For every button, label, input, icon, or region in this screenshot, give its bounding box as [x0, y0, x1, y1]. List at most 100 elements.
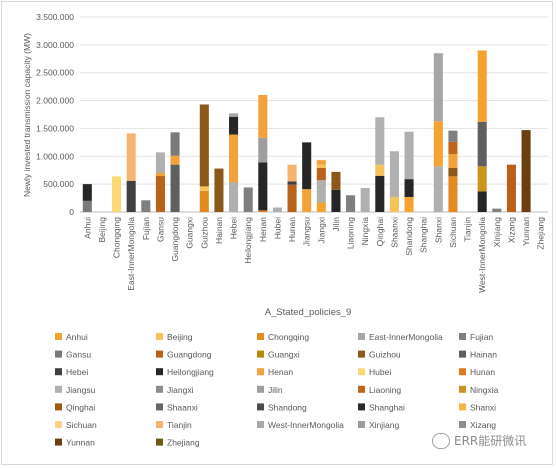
y-tick-label: 3.000.000 [36, 40, 74, 50]
legend-swatch [459, 403, 466, 411]
bar-segment [492, 208, 502, 212]
bar-segment [316, 160, 326, 165]
bar-segment [287, 181, 297, 185]
x-axis-ticks: Anhui Beijing Chongqing East-InnerMongolia F… [82, 217, 545, 293]
legend-swatch [55, 403, 62, 411]
legend-swatch [55, 333, 62, 340]
x-tick-label: Shanghai [419, 217, 429, 253]
bar-segment [346, 195, 356, 212]
y-tick-label: 3.500.000 [36, 12, 74, 22]
bar-segment [302, 189, 312, 212]
legend-swatch [156, 350, 163, 358]
legend-label: Qinghai [66, 402, 95, 412]
bar-segment [170, 164, 180, 212]
wechat-icon [432, 432, 450, 449]
x-tick-label: Heilongjiang [243, 217, 253, 264]
bar-segment [316, 202, 326, 212]
bar-segment [375, 117, 385, 165]
x-tick-label: Shaanxi [389, 217, 399, 248]
legend-label: Guangdong [167, 350, 212, 360]
bar-segment [287, 164, 297, 182]
legend-swatch [156, 333, 163, 340]
y-axis-ticks: 0 500.000 1.000.000 1.500.000 2.000.000 2.500… [36, 12, 74, 217]
x-tick-label: Hebei [229, 217, 239, 239]
legend-swatch [358, 385, 365, 393]
legend-label: Guangxi [268, 350, 300, 360]
legend-swatch [358, 350, 365, 358]
bar-segment [477, 50, 487, 122]
x-tick-label: Jiangsu [302, 217, 312, 247]
bar-segment [331, 171, 341, 190]
y-tick-label: 1.500.000 [36, 123, 74, 133]
y-tick-label: 2.000.000 [36, 96, 74, 106]
x-tick-label: Hubei [272, 217, 282, 239]
legend-label: Hubei [369, 367, 391, 377]
legend-label: East-InnerMongolia [369, 332, 443, 342]
bar-segment [316, 164, 326, 168]
legend-swatch [55, 368, 62, 376]
x-tick-label: Xizang [506, 217, 516, 243]
legend-label: Fujian [470, 332, 493, 342]
legend-label: Sichuan [66, 420, 97, 430]
x-tick-label: Guizhou [199, 217, 209, 249]
bar-segment [199, 190, 209, 212]
legend-swatch [156, 403, 163, 411]
legend-label: Hebei [66, 367, 88, 377]
legend-swatch [358, 421, 365, 428]
legend-label: Hainan [470, 350, 497, 360]
bar-segment [229, 182, 239, 212]
x-axis-title: A_Stated_policies_9 [265, 307, 352, 318]
bar-segment [316, 180, 326, 203]
legend-label: Chongqing [268, 332, 309, 342]
legend-swatch [459, 333, 466, 340]
bar-segment [360, 188, 370, 212]
bar-segment [141, 200, 151, 212]
bar-segment [506, 164, 516, 212]
bar-segment [229, 116, 239, 135]
legend-swatch [257, 350, 264, 358]
x-tick-label: Chongqing [112, 217, 122, 258]
legend-label: Beijing [167, 332, 193, 342]
x-tick-label: Shandong [404, 217, 414, 256]
bar-segment [404, 179, 414, 197]
x-tick-label: Beijing [97, 217, 107, 243]
legend-label: Shanghai [369, 402, 405, 412]
bar-segment [448, 176, 458, 212]
x-tick-label: Liaoning [346, 217, 356, 249]
x-tick-label: Qinghai [375, 217, 385, 246]
legend-swatch [257, 421, 264, 428]
bar-segment [272, 207, 282, 212]
x-tick-label: Shanxi [433, 217, 443, 243]
bar-segment [82, 184, 92, 201]
x-tick-label: Ningxia [360, 217, 370, 246]
legend-swatch [459, 368, 466, 376]
bar-segment [258, 210, 268, 212]
bar-segment [521, 130, 531, 212]
bar-segment [404, 196, 414, 212]
legend-label: Tianjin [167, 420, 192, 430]
bar-segment [331, 189, 341, 212]
bar-segment [229, 113, 239, 117]
legend-label: Xizang [470, 420, 496, 430]
bar-segment [170, 155, 180, 165]
legend-swatch [459, 421, 466, 428]
legend-swatch [459, 385, 466, 393]
legend-label: Liaoning [369, 385, 401, 395]
x-tick-label: West-InnerMongolia [477, 217, 487, 293]
bar-segment [316, 167, 326, 181]
bar-segment [448, 141, 458, 155]
x-tick-label: Guangxi [185, 217, 195, 249]
bar-segment [126, 133, 136, 181]
x-tick-label: Hainan [214, 217, 224, 244]
legend-label: Jiangsu [66, 385, 96, 395]
bar-segment [258, 95, 268, 138]
legend-label: Gansu [66, 350, 91, 360]
x-tick-label: Tianjin [463, 217, 473, 242]
bar-segment [126, 180, 136, 212]
legend-swatch [257, 368, 264, 376]
bar-segment [258, 162, 268, 211]
legend-label: Yunnan [66, 438, 95, 448]
legend-swatch [257, 403, 264, 411]
legend-swatch [358, 368, 365, 376]
